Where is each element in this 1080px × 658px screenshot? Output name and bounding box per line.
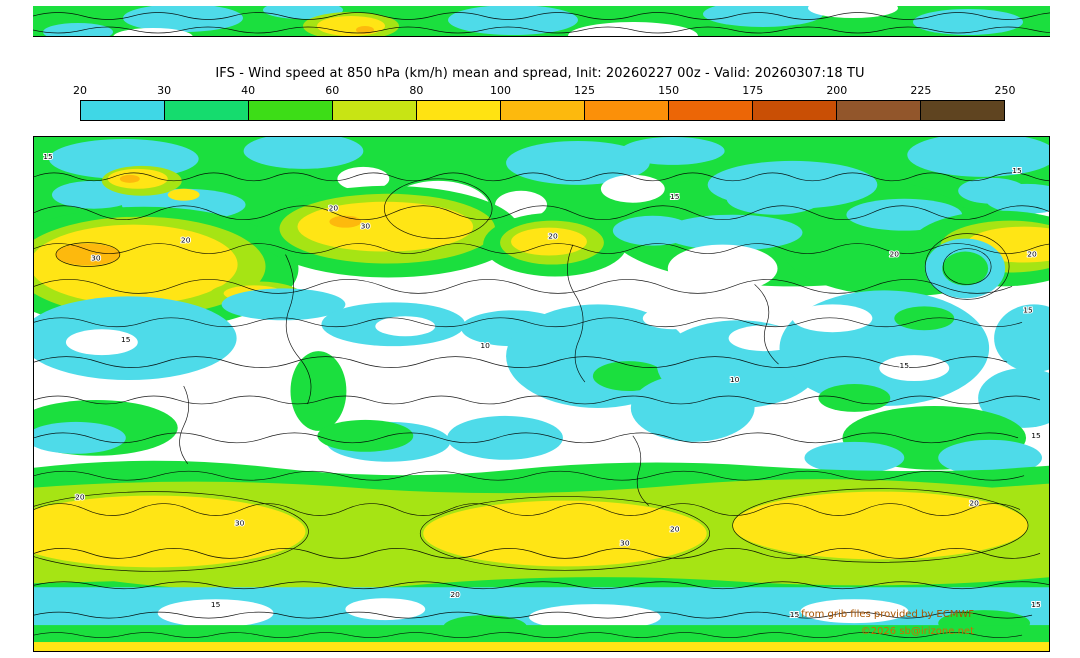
colorbar-segment bbox=[249, 101, 333, 120]
contour-label: 20 bbox=[450, 590, 460, 599]
colorbar-tick: 225 bbox=[910, 84, 932, 97]
colorbar-segment bbox=[165, 101, 249, 120]
contour-label: 15 bbox=[1012, 166, 1022, 175]
colorbar-tick: 125 bbox=[574, 84, 596, 97]
contour-label: 15 bbox=[121, 335, 131, 344]
colorbar-tick: 150 bbox=[658, 84, 680, 97]
previous-map-canvas bbox=[33, 6, 1050, 36]
colorbar-tick: 200 bbox=[826, 84, 848, 97]
contour-label: 10 bbox=[480, 341, 490, 350]
contour-label: 15 bbox=[1031, 431, 1041, 440]
colorbar-segment bbox=[921, 101, 1004, 120]
contour-label: 10 bbox=[730, 375, 740, 384]
colorbar-segment bbox=[333, 101, 417, 120]
contour-label: 30 bbox=[235, 518, 245, 527]
colorbar-tick: 40 bbox=[241, 84, 256, 97]
contour-label: 30 bbox=[361, 222, 371, 231]
contour-label: 15 bbox=[1023, 305, 1033, 314]
contour-label: 15 bbox=[43, 152, 53, 161]
colorbar: 20 30 40 60 80 100 125 150 175 200 225 250 bbox=[73, 84, 1016, 124]
chart-title: IFS - Wind speed at 850 hPa (km/h) mean … bbox=[215, 66, 865, 81]
wind-map-canvas: 15 20 30 20 30 20 15 20 15 20 15 10 15 10 15 20 30 20 30 20… bbox=[34, 137, 1049, 651]
colorbar-segment bbox=[585, 101, 669, 120]
wind-speed-fills bbox=[34, 137, 1049, 651]
contour-label: 20 bbox=[1027, 250, 1037, 259]
wind-map: 15 20 30 20 30 20 15 20 15 20 15 10 15 10 15 20 30 20 30 20… bbox=[33, 136, 1050, 652]
contour-label: 20 bbox=[548, 232, 558, 241]
previous-map-strip bbox=[33, 6, 1050, 37]
contour-label: 20 bbox=[890, 250, 900, 259]
contour-label: 15 bbox=[1031, 600, 1041, 609]
contour-label: 15 bbox=[790, 610, 800, 619]
colorbar-tick: 30 bbox=[157, 84, 172, 97]
colorbar-tick: 80 bbox=[409, 84, 424, 97]
colorbar-segment bbox=[417, 101, 501, 120]
contour-label: 20 bbox=[969, 499, 979, 508]
colorbar-tick: 60 bbox=[325, 84, 340, 97]
colorbar-tick: 175 bbox=[742, 84, 764, 97]
contour-label: 20 bbox=[75, 493, 85, 502]
colorbar-scale bbox=[80, 100, 1005, 121]
colorbar-ticks: 20 30 40 60 80 100 125 150 175 200 225 250 bbox=[73, 84, 1016, 98]
colorbar-segment bbox=[501, 101, 585, 120]
colorbar-tick: 20 bbox=[73, 84, 87, 97]
credit-ecmwf: from grib files provided by ECMWF bbox=[801, 609, 974, 620]
contour-label: 30 bbox=[620, 538, 630, 547]
contour-labels: 15 20 30 20 30 20 15 20 15 20 15 10 15 10 15 20 30 20 30 20… bbox=[42, 151, 1042, 620]
colorbar-segment bbox=[837, 101, 921, 120]
colorbar-tick: 250 bbox=[994, 84, 1016, 97]
contour-label: 15 bbox=[211, 600, 221, 609]
contour-label: 20 bbox=[670, 524, 680, 533]
contour-label: 20 bbox=[181, 236, 191, 245]
contour-label: 30 bbox=[91, 254, 101, 263]
contour-label: 15 bbox=[670, 192, 680, 201]
colorbar-segment bbox=[669, 101, 753, 120]
colorbar-tick: 100 bbox=[489, 84, 511, 97]
colorbar-segment bbox=[753, 101, 837, 120]
credit-site: ©2026 sb@irizone.net bbox=[860, 626, 974, 637]
contour-lines bbox=[34, 172, 1049, 638]
colorbar-segment bbox=[81, 101, 165, 120]
contour-label: 20 bbox=[329, 204, 339, 213]
contour-label: 15 bbox=[900, 361, 910, 370]
